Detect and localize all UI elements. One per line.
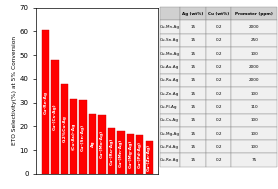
Text: Cu-(Pd-Ag): Cu-(Pd-Ag) [138,141,142,168]
Text: Cu-(Zn-Ag): Cu-(Zn-Ag) [147,144,151,171]
Bar [146,141,153,174]
Bar [51,60,58,174]
Text: Cu-Re-Ag: Cu-Re-Ag [43,91,47,114]
Bar [136,135,143,174]
Bar [89,115,96,174]
Bar [80,100,87,174]
Text: Cu-(Cs-Ag): Cu-(Cs-Ag) [53,104,57,130]
Text: Cu-(Mn-Ag): Cu-(Mn-Ag) [119,138,123,167]
Bar [127,134,134,174]
Bar [42,30,49,174]
Text: 0.2%Cu-Ag: 0.2%Cu-Ag [62,115,66,142]
Text: Cu-(Sn-Ag): Cu-(Sn-Ag) [81,123,85,151]
Bar [117,131,125,174]
Bar [61,84,68,174]
Text: Cu-(Mg-Ag): Cu-(Mg-Ag) [128,140,132,168]
Bar [70,99,77,174]
Text: (Cu-Au)-Ag: (Cu-Au)-Ag [72,123,76,150]
Y-axis label: ETO Selectivity(%) at 5% Conversion: ETO Selectivity(%) at 5% Conversion [12,36,17,145]
Text: Ag: Ag [91,141,95,147]
Bar [98,115,106,174]
Text: Cu-(Mo-Ag): Cu-(Mo-Ag) [100,130,104,159]
Text: Cu-(Ru-Ag): Cu-(Ru-Ag) [110,137,113,165]
Bar [108,128,115,174]
